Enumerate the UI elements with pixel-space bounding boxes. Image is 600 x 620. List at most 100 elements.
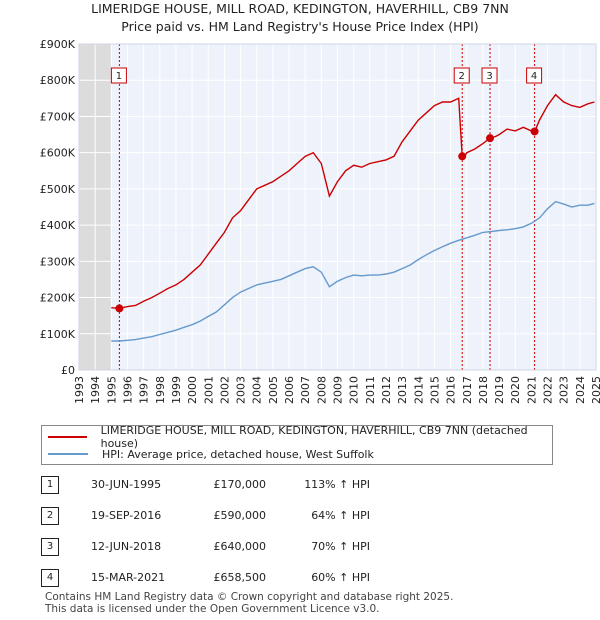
x-tick-label: 2007	[299, 376, 312, 404]
x-tick-group: 2019	[493, 376, 506, 404]
table-row: 3 12-JUN-2018 £640,000 70% ↑ HPI	[41, 538, 561, 569]
x-tick-group: 2005	[267, 376, 280, 404]
x-tick-group: 2025	[590, 376, 600, 404]
y-tick-label: £500K	[40, 183, 76, 196]
legend-hpi-label: HPI: Average price, detached house, West…	[102, 447, 374, 461]
x-tick-label: 2009	[332, 376, 345, 404]
transaction-hpi-change: 60% ↑ HPI	[311, 571, 370, 584]
x-tick-label: 2025	[590, 376, 600, 404]
x-tick-group: 1999	[170, 376, 183, 404]
transaction-date: 30-JUN-1995	[91, 478, 162, 491]
x-tick-group: 2004	[251, 376, 264, 404]
x-tick-label: 2012	[380, 376, 393, 404]
x-tick-group: 2010	[348, 376, 361, 404]
x-tick-label: 2005	[267, 376, 280, 404]
x-tick-label: 2022	[542, 376, 555, 404]
x-tick-group: 2009	[332, 376, 345, 404]
x-tick-label: 2018	[477, 376, 490, 404]
x-tick-group: 1994	[89, 376, 102, 404]
x-tick-label: 2021	[525, 376, 538, 404]
x-tick-group: 1998	[154, 376, 167, 404]
transaction-label-box	[453, 67, 470, 84]
y-tick-label: £100K	[40, 328, 76, 341]
x-tick-label: 2013	[396, 376, 409, 404]
x-tick-group: 2007	[299, 376, 312, 404]
chart-title: LIMERIDGE HOUSE, MILL ROAD, KEDINGTON, H…	[91, 1, 509, 16]
y-tick-label: £400K	[40, 219, 76, 232]
y-tick-label: £700K	[40, 110, 76, 123]
y-tick-label: £900K	[40, 38, 76, 51]
transaction-number-badge: 3	[41, 538, 59, 556]
series-line	[111, 200, 595, 342]
table-row: 1 30-JUN-1995 £170,000 113% ↑ HPI	[41, 476, 561, 507]
transaction-price: £658,500	[213, 571, 267, 584]
x-tick-group: 2014	[412, 376, 425, 404]
x-tick-label: 2015	[428, 376, 441, 404]
x-tick-label: 1996	[121, 376, 134, 404]
x-tick-group: 2024	[574, 376, 587, 404]
x-tick-group: 2003	[235, 376, 248, 404]
transaction-label-box	[526, 67, 543, 84]
x-tick-group: 2012	[380, 376, 393, 404]
chart-legend: LIMERIDGE HOUSE, MILL ROAD, KEDINGTON, H…	[41, 424, 553, 465]
transaction-price: £590,000	[213, 509, 267, 522]
x-tick-group: 2013	[396, 376, 409, 404]
y-tick-label: £600K	[40, 147, 76, 160]
transaction-date: 12-JUN-2018	[91, 540, 162, 553]
transaction-point	[115, 304, 124, 313]
series-line	[111, 93, 595, 310]
plot-frame	[78, 43, 597, 371]
x-tick-group: 2022	[542, 376, 555, 404]
x-tick-group: 2020	[509, 376, 522, 404]
x-tick-group: 1995	[105, 376, 118, 404]
transaction-number-badge: 2	[41, 507, 59, 525]
y-tick-label: £800K	[40, 74, 76, 87]
x-tick-label: 1999	[170, 376, 183, 404]
x-tick-label: 2004	[251, 376, 264, 404]
footer-license: This data is licensed under the Open Gov…	[45, 603, 380, 615]
x-tick-label: 1997	[138, 376, 151, 404]
transaction-label-text: 4	[531, 71, 537, 82]
transaction-hpi-change: 113% ↑ HPI	[304, 478, 370, 491]
x-tick-label: 2017	[461, 376, 474, 404]
x-tick-group: 2000	[186, 376, 199, 404]
x-tick-label: 2011	[364, 376, 377, 404]
transaction-price: £170,000	[213, 478, 267, 491]
footer-attribution: Contains HM Land Registry data © Crown c…	[45, 591, 453, 615]
x-tick-group: 2016	[445, 376, 458, 404]
legend-item-hpi: HPI: Average price, detached house, West…	[48, 446, 374, 462]
x-tick-label: 2023	[558, 376, 571, 404]
x-tick-group: 1996	[121, 376, 134, 404]
transaction-number-badge: 1	[41, 476, 59, 494]
transaction-hpi-change: 70% ↑ HPI	[311, 540, 370, 553]
legend-hpi-swatch	[48, 453, 88, 455]
x-tick-group: 2021	[525, 376, 538, 404]
transaction-point	[458, 152, 467, 161]
transaction-number-badge: 4	[41, 569, 59, 587]
chart-title-block: LIMERIDGE HOUSE, MILL ROAD, KEDINGTON, H…	[0, 0, 600, 36]
x-tick-label: 1993	[73, 376, 86, 404]
x-tick-label: 2020	[509, 376, 522, 404]
x-tick-group: 2017	[461, 376, 474, 404]
legend-property-swatch	[48, 436, 87, 438]
transaction-point	[486, 134, 495, 143]
transaction-point	[530, 127, 539, 136]
x-tick-label: 2001	[202, 376, 215, 404]
x-tick-group: 2015	[428, 376, 441, 404]
x-tick-group: 1997	[138, 376, 151, 404]
x-tick-label: 1994	[89, 376, 102, 404]
x-tick-label: 2010	[348, 376, 361, 404]
x-tick-label: 2003	[235, 376, 248, 404]
x-tick-group: 2018	[477, 376, 490, 404]
chart-subtitle: Price paid vs. HM Land Registry's House …	[121, 19, 479, 34]
x-tick-label: 2006	[283, 376, 296, 404]
x-tick-group: 2023	[558, 376, 571, 404]
y-tick-label: £200K	[40, 292, 76, 305]
transaction-label-text: 1	[116, 71, 122, 82]
y-tick-label: £300K	[40, 255, 76, 268]
x-tick-label: 1995	[105, 376, 118, 404]
transaction-hpi-change: 64% ↑ HPI	[311, 509, 370, 522]
legend-item-property: LIMERIDGE HOUSE, MILL ROAD, KEDINGTON, H…	[48, 424, 552, 450]
x-tick-label: 2014	[412, 376, 425, 404]
transaction-label-text: 3	[486, 71, 492, 82]
